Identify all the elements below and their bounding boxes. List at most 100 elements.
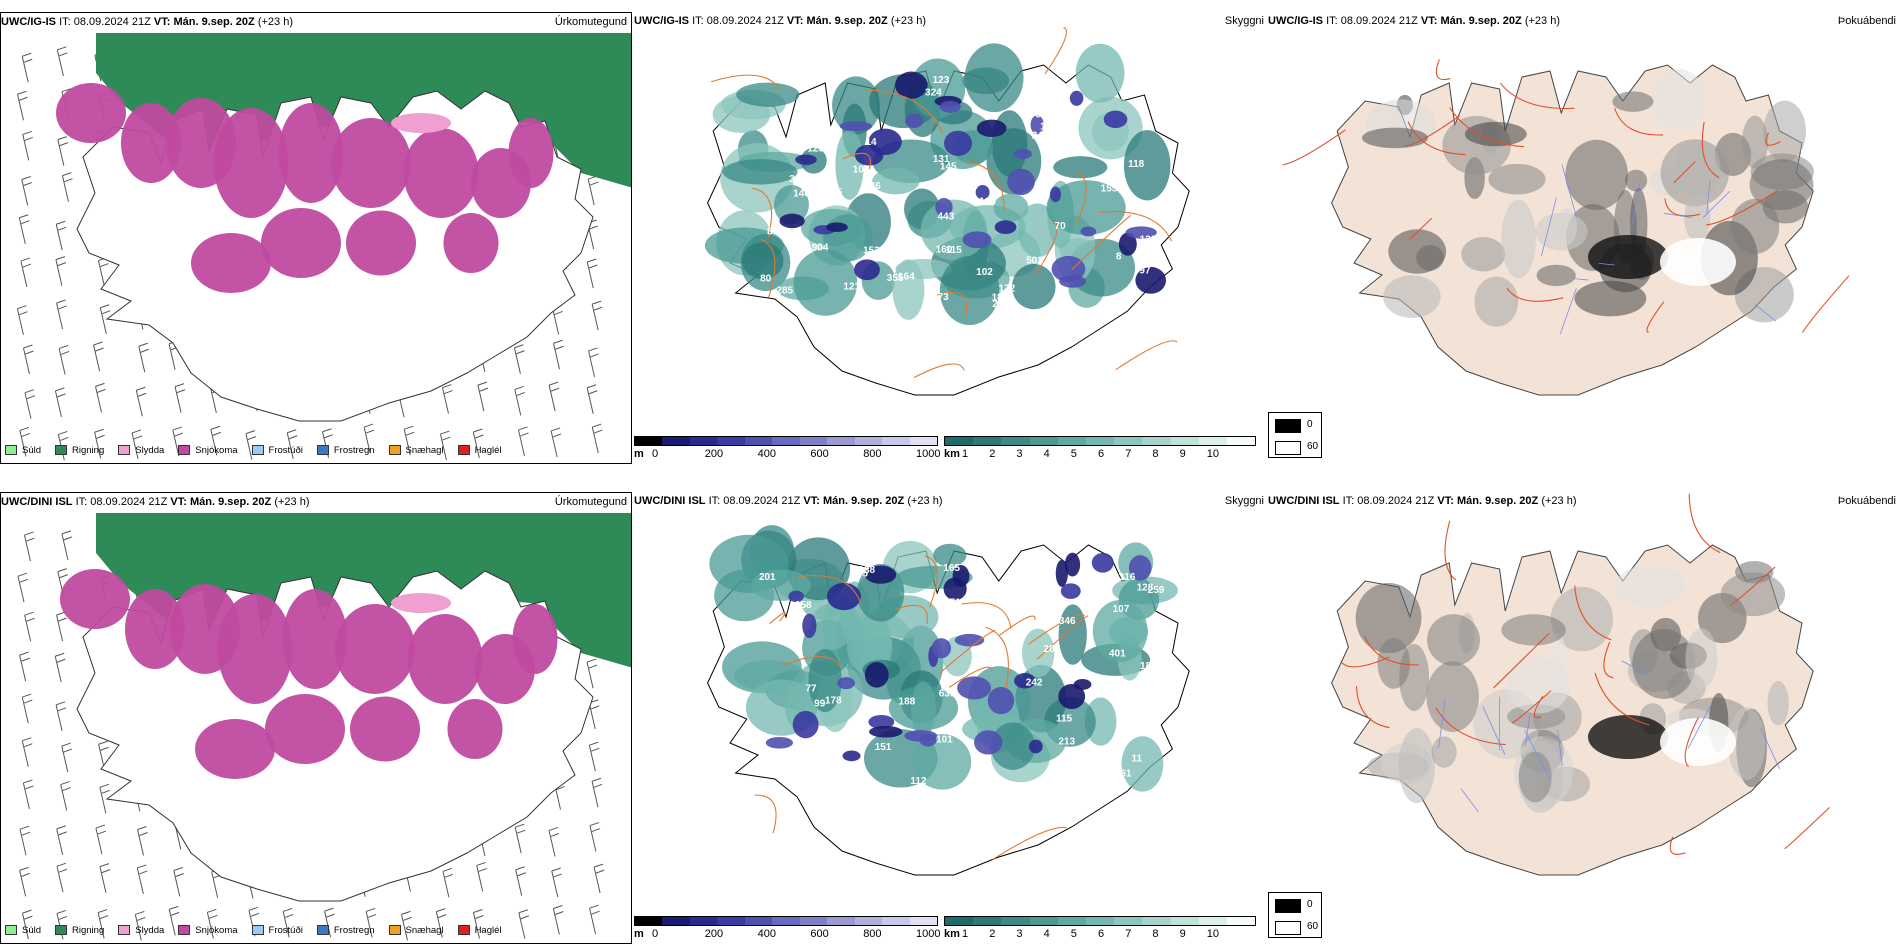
colorbar-cell <box>689 437 718 445</box>
legend-item: Snjókoma <box>178 441 238 459</box>
fog-legend-label: 0 <box>1307 419 1313 430</box>
vt-label: VT: <box>170 496 187 508</box>
ceiling-label: 92 <box>812 742 824 753</box>
colorbar-cell <box>945 917 974 925</box>
ceiling-label: 163 <box>1089 586 1106 597</box>
legend-swatch <box>118 925 131 935</box>
ceiling-label: 246 <box>1032 130 1049 141</box>
snow-area <box>508 118 554 188</box>
fog-legend-swatch <box>1275 441 1301 455</box>
ceiling-label: 155 <box>1101 184 1118 195</box>
ceiling-label: 14 <box>865 137 877 148</box>
it-label: IT: <box>1342 495 1355 507</box>
colorbar-cells <box>634 436 938 446</box>
fog-legend-label: 60 <box>1307 921 1319 932</box>
precip-type-panel-1: UWC/IG-IS IT: 08.09.2024 21Z VT: Mán. 9.… <box>0 12 632 464</box>
fog-roads <box>1282 59 1850 333</box>
colorbar-cell <box>854 437 883 445</box>
sleet-area <box>391 593 451 613</box>
colorbar-cell <box>799 917 828 925</box>
colorbar-tick: 0 <box>652 928 659 940</box>
ceiling-label: 182 <box>992 292 1009 303</box>
ceiling-label: 205 <box>851 569 868 580</box>
fog-legend-swatch <box>1275 899 1301 913</box>
fog-legend-label: 0 <box>1307 899 1313 910</box>
vt-label: VT: <box>803 495 820 507</box>
ceiling-label: 128 <box>1137 582 1154 593</box>
ceiling-map: 139 324 501 185 160 102 132 164 306 101 115 172 934 9… <box>704 26 1190 396</box>
panel-title: Þokuábendi <box>1837 15 1896 27</box>
colorbar-cell <box>882 437 910 445</box>
snow-area <box>331 118 411 208</box>
vt-label: VT: <box>1437 495 1454 507</box>
precip-type-panel-2: UWC/DINI ISL IT: 08.09.2024 21Z VT: Mán.… <box>0 492 632 944</box>
legend-label: Rigning <box>72 444 105 456</box>
ceiling-label: 101 <box>853 164 870 175</box>
colorbar-cell <box>1057 437 1086 445</box>
colorbar-tick: 4 <box>1043 928 1050 940</box>
snow-area <box>195 719 275 779</box>
fog-clear <box>1660 238 1736 286</box>
colorbar-cell <box>744 917 773 925</box>
colorbar-cell <box>909 917 937 925</box>
legend-swatch <box>178 445 191 455</box>
fog-panel-2: UWC/DINI ISL IT: 08.09.2024 21Z VT: Mán.… <box>1268 492 1900 892</box>
legend-swatch <box>178 925 191 935</box>
colorbar-cell <box>1142 437 1171 445</box>
snow-area <box>443 213 499 273</box>
ceiling-label: 160 <box>936 244 953 255</box>
ceiling-label: 287 <box>1044 644 1061 655</box>
colorbar-tick: 800 <box>863 448 882 460</box>
legend-label: Snæhagl <box>405 444 444 456</box>
colorbar-cell <box>1114 437 1143 445</box>
ceiling-label: 188 <box>899 697 916 708</box>
ceiling-visibility-panel-2: UWC/DINI ISL IT: 08.09.2024 21Z VT: Mán.… <box>634 492 1274 944</box>
issue-time: 08.09.2024 21Z <box>73 16 151 28</box>
ceiling-label: 102 <box>976 267 993 278</box>
precip-legend: Súld Rigning Slydda Snjókoma Frostúði Frostre… <box>5 921 516 939</box>
ceiling-label: 259 <box>1148 585 1165 596</box>
ceiling-label: 252 <box>992 299 1009 310</box>
it-label: IT: <box>59 16 71 28</box>
colorbar-tick: 5 <box>1070 448 1077 460</box>
colorbar-tick: 0 <box>652 448 659 460</box>
vt-label: VT: <box>153 16 171 28</box>
panel-header: UWC/DINI ISL IT: 08.09.2024 21Z VT: Mán.… <box>1 493 631 511</box>
colorbar-cell <box>662 917 690 925</box>
ceiling-label: 70 <box>1055 221 1067 232</box>
snow-area <box>346 210 416 276</box>
legend-label: Haglél <box>474 924 502 936</box>
colorbar-tick: 4 <box>1043 448 1050 460</box>
colorbar-tick: 8 <box>1152 448 1159 460</box>
colorbar-cell <box>717 437 745 445</box>
valid-time: Mán. 9.sep. 20Z <box>189 496 272 508</box>
ceiling-label: 186 <box>1140 661 1157 672</box>
fog-shading <box>1355 561 1789 814</box>
legend-swatch <box>55 925 68 935</box>
snow-area <box>265 694 345 764</box>
colorbar-tick: 600 <box>810 928 829 940</box>
legend-label: Súld <box>22 444 42 456</box>
colorbar-cells <box>634 916 938 926</box>
ceiling-label: 104 <box>960 608 977 619</box>
ceiling-map: 104 178 101 158 287 401 161 138 115 52 85 112 165 167… <box>707 525 1190 876</box>
ceiling-label: 115 <box>946 245 963 256</box>
ceiling-label: 178 <box>825 696 842 707</box>
colorbar-unit: m <box>634 448 644 460</box>
issue-time: 08.09.2024 21Z <box>90 496 168 508</box>
colorbar-tick: 10 <box>1206 928 1220 940</box>
legend-label: Frostúði <box>268 444 303 456</box>
legend-item: Haglél <box>457 441 502 459</box>
snow-area <box>407 614 483 704</box>
colorbar-cell <box>1001 437 1030 445</box>
ceiling-label: 213 <box>1058 737 1075 748</box>
ceiling-label: 80 <box>760 274 772 285</box>
fog-legend: 0 60 <box>1268 412 1322 458</box>
colorbar-tick: 400 <box>757 928 776 940</box>
valid-time: Mán. 9.sep. 20Z <box>1440 15 1522 27</box>
model-name: UWC/IG-IS <box>1 16 56 28</box>
legend-swatch <box>457 925 470 935</box>
panel-header: UWC/IG-IS IT: 08.09.2024 21Z VT: Mán. 9.… <box>1268 12 1900 30</box>
colorbar-cell <box>827 437 855 445</box>
